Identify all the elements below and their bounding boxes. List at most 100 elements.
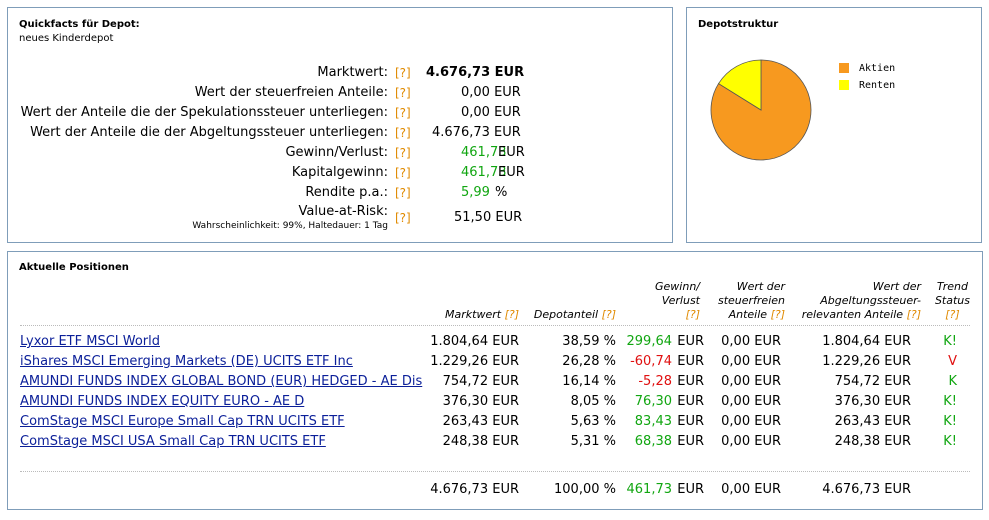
position-marktwert: 754,72 EUR xyxy=(442,374,519,389)
rendite-value: 5,99 xyxy=(461,185,490,200)
position-abgeltung: 754,72 EUR xyxy=(834,374,911,389)
legend-swatch-renten xyxy=(839,80,849,90)
header-depotanteil: Depotanteil [?] xyxy=(533,308,616,321)
var-sublabel: Wahrscheinlichkeit: 99%, Haltedauer: 1 T… xyxy=(192,221,388,231)
position-anteil: 5,63 % xyxy=(570,414,616,429)
totals-divider xyxy=(20,471,970,472)
position-trend-status: V xyxy=(948,354,957,369)
header-marktwert: Marktwert [?] xyxy=(445,308,519,321)
position-name-link[interactable]: Lyxor ETF MSCI World xyxy=(20,334,160,349)
rendite-help[interactable]: [?] xyxy=(395,186,411,200)
position-steuerfrei: 0,00 EUR xyxy=(721,414,781,429)
position-abgeltung: 248,38 EUR xyxy=(834,434,911,449)
quickfacts-panel: Quickfacts für Depot: neues Kinderdepot … xyxy=(7,7,673,243)
position-name-link[interactable]: AMUNDI FUNDS INDEX EQUITY EURO - AE D xyxy=(20,394,305,409)
position-trend-status: K! xyxy=(943,414,957,429)
position-steuerfrei: 0,00 EUR xyxy=(721,434,781,449)
position-abgeltung: 376,30 EUR xyxy=(834,394,911,409)
total-gewinn-unit: EUR xyxy=(677,482,704,497)
position-gewinn-unit: EUR xyxy=(677,354,704,369)
gewinn-label: Gewinn/Verlust: xyxy=(285,145,388,160)
positions-panel: Aktuelle Positionen Marktwert [?] Depota… xyxy=(7,251,983,510)
position-abgeltung: 1.229,26 EUR xyxy=(822,354,911,369)
position-marktwert: 1.804,64 EUR xyxy=(430,334,519,349)
rendite-unit: % xyxy=(495,185,508,200)
total-abgeltung: 4.676,73 EUR xyxy=(822,482,911,497)
position-gewinn: 299,64 xyxy=(626,334,673,349)
var-label: Value-at-Risk: xyxy=(298,204,388,219)
header-gewinn-help[interactable]: [?] xyxy=(685,308,700,321)
header-steuerfrei-help[interactable]: [?] xyxy=(770,308,785,321)
kapitalgewinn-unit: EUR xyxy=(498,165,525,180)
position-anteil: 38,59 % xyxy=(562,334,616,349)
position-gewinn: -60,74 xyxy=(630,354,672,369)
kapitalgewinn-value: 461,73 xyxy=(461,165,507,180)
header-steuerfrei: Wert der steuerfreien Anteile [?] xyxy=(717,280,785,321)
depotstruktur-panel: Depotstruktur Aktien Renten xyxy=(686,7,982,243)
position-name-link[interactable]: iShares MSCI Emerging Markets (DE) UCITS… xyxy=(20,354,353,369)
steuerfrei-help[interactable]: [?] xyxy=(395,86,411,100)
position-marktwert: 248,38 EUR xyxy=(442,434,519,449)
header-marktwert-help[interactable]: [?] xyxy=(504,308,519,321)
spekulation-value: 0,00 EUR xyxy=(461,105,521,120)
marktwert-label: Marktwert: xyxy=(317,65,388,80)
quickfacts-title: Quickfacts für Depot: xyxy=(19,19,140,30)
total-steuerfrei: 0,00 EUR xyxy=(721,482,781,497)
position-anteil: 26,28 % xyxy=(562,354,616,369)
position-gewinn: -5,28 xyxy=(638,374,672,389)
position-gewinn-unit: EUR xyxy=(677,394,704,409)
abgeltung-value: 4.676,73 EUR xyxy=(432,125,521,140)
gewinn-help[interactable]: [?] xyxy=(395,146,411,160)
position-steuerfrei: 0,00 EUR xyxy=(721,374,781,389)
position-trend-status: K! xyxy=(943,394,957,409)
marktwert-help[interactable]: [?] xyxy=(395,66,411,80)
header-trend-help[interactable]: [?] xyxy=(945,308,960,321)
marktwert-value: 4.676,73 EUR xyxy=(426,65,525,80)
header-depotanteil-help[interactable]: [?] xyxy=(601,308,616,321)
legend-swatch-aktien xyxy=(839,63,849,73)
abgeltung-help[interactable]: [?] xyxy=(395,126,411,140)
abgeltung-label: Wert der Anteile die der Abgeltungssteue… xyxy=(30,125,388,140)
header-trend: Trend Status [?] xyxy=(934,280,970,321)
position-marktwert: 263,43 EUR xyxy=(442,414,519,429)
position-gewinn-unit: EUR xyxy=(677,414,704,429)
legend-label-aktien: Aktien xyxy=(859,63,896,74)
total-anteil: 100,00 % xyxy=(554,482,616,497)
spekulation-help[interactable]: [?] xyxy=(395,106,411,120)
kapitalgewinn-label: Kapitalgewinn: xyxy=(291,165,388,180)
header-gewinn: Gewinn/Verlust [?] xyxy=(655,280,700,321)
pie-chart xyxy=(710,59,812,161)
positions-title: Aktuelle Positionen xyxy=(19,262,129,273)
header-abgeltung-help[interactable]: [?] xyxy=(906,308,921,321)
position-gewinn-unit: EUR xyxy=(677,334,704,349)
position-anteil: 5,31 % xyxy=(570,434,616,449)
legend-label-renten: Renten xyxy=(859,80,896,91)
position-name-link[interactable]: ComStage MSCI Europe Small Cap TRN UCITS… xyxy=(20,414,345,429)
position-gewinn: 76,30 xyxy=(634,394,672,409)
steuerfrei-value: 0,00 EUR xyxy=(461,85,521,100)
header-abgeltung: Wert der Abgeltungssteuer-relevanten Ante… xyxy=(801,280,921,321)
steuerfrei-label: Wert der steuerfreien Anteile: xyxy=(194,85,388,100)
spekulation-label: Wert der Anteile die der Spekulationsste… xyxy=(20,105,388,120)
position-gewinn-unit: EUR xyxy=(677,374,704,389)
gewinn-value: 461,73 xyxy=(461,145,507,160)
position-steuerfrei: 0,00 EUR xyxy=(721,394,781,409)
rendite-label: Rendite p.a.: xyxy=(305,185,388,200)
position-gewinn: 68,38 xyxy=(634,434,672,449)
position-abgeltung: 263,43 EUR xyxy=(834,414,911,429)
position-steuerfrei: 0,00 EUR xyxy=(721,334,781,349)
kapitalgewinn-help[interactable]: [?] xyxy=(395,166,411,180)
depotstruktur-title: Depotstruktur xyxy=(698,19,779,30)
position-name-link[interactable]: AMUNDI FUNDS INDEX GLOBAL BOND (EUR) HED… xyxy=(20,374,423,389)
var-help[interactable]: [?] xyxy=(395,211,411,225)
position-marktwert: 1.229,26 EUR xyxy=(430,354,519,369)
pie-slice-renten xyxy=(717,59,762,111)
position-marktwert: 376,30 EUR xyxy=(442,394,519,409)
position-name-link[interactable]: ComStage MSCI USA Small Cap TRN UCITS ET… xyxy=(20,434,326,449)
header-divider xyxy=(20,325,970,326)
position-abgeltung: 1.804,64 EUR xyxy=(822,334,911,349)
position-trend-status: K xyxy=(948,374,957,389)
position-trend-status: K! xyxy=(943,434,957,449)
depot-name: neues Kinderdepot xyxy=(19,33,114,44)
total-marktwert: 4.676,73 EUR xyxy=(430,482,519,497)
